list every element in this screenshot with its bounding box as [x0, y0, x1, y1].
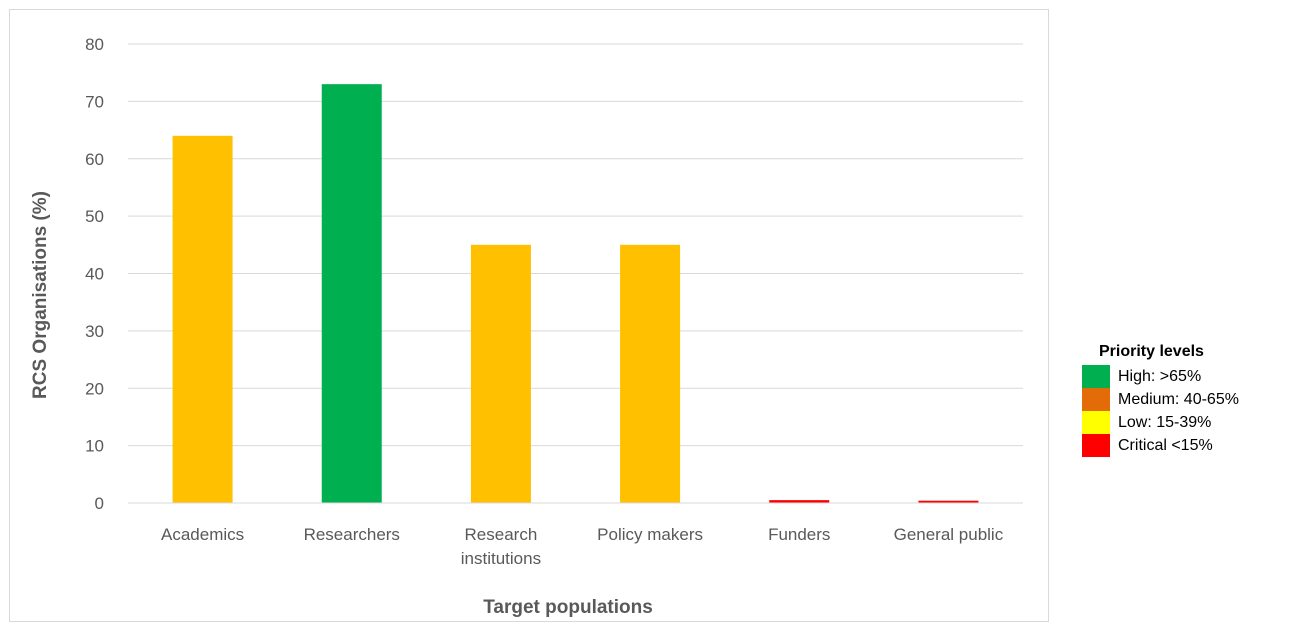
gridlines [128, 43, 1023, 504]
bar-policy-makers [620, 244, 681, 503]
bar-funders [769, 500, 830, 503]
x-tick-label: Academics [161, 525, 244, 544]
legend-label: High: >65% [1118, 367, 1202, 385]
legend-item: High: >65% [1082, 365, 1239, 388]
legend-swatch [1082, 434, 1110, 457]
x-tick-labels: Academics Researchers Research institutions… [161, 525, 1004, 568]
y-tick-label: 40 [85, 265, 104, 284]
legend-item: Medium: 40-65% [1082, 388, 1239, 411]
legend-label: Medium: 40-65% [1118, 390, 1239, 408]
y-tick-labels: 0 10 20 30 40 50 60 70 80 [85, 35, 104, 513]
legend-label: Critical <15% [1118, 436, 1213, 454]
y-tick-label: 10 [85, 437, 104, 456]
bar-academics [172, 135, 233, 504]
legend-swatch [1082, 411, 1110, 434]
x-tick-label: Policy makers [597, 525, 703, 544]
legend-title: Priority levels [1099, 343, 1204, 360]
bars [128, 84, 1023, 504]
y-tick-label: 20 [85, 379, 104, 398]
legend-swatch [1082, 365, 1110, 388]
x-tick-label: Funders [768, 525, 830, 544]
y-tick-label: 80 [85, 35, 104, 54]
legend: Priority levels High: >65% Medium: 40-65%… [1082, 343, 1239, 457]
y-tick-label: 30 [85, 322, 104, 341]
legend-swatch [1082, 388, 1110, 411]
chart-frame [9, 9, 1049, 622]
x-tick-label: General public [894, 525, 1004, 544]
legend-item: Critical <15% [1082, 434, 1239, 457]
bar-chart: 0 10 20 30 40 50 60 70 80 Academics Researchers Re… [30, 35, 1023, 618]
y-tick-label: 70 [85, 92, 104, 111]
legend-item: Low: 15-39% [1082, 411, 1239, 434]
y-tick-label: 60 [85, 150, 104, 169]
x-axis-title: Target populations [483, 597, 653, 618]
legend-items: High: >65% Medium: 40-65% Low: 15-39% Criti… [1082, 365, 1239, 457]
legend-label: Low: 15-39% [1118, 413, 1212, 431]
bar-research-institutions [470, 244, 531, 503]
y-axis-title: RCS Organisations (%) [30, 191, 51, 399]
x-tick-label: Research [465, 525, 538, 544]
bar-researchers [321, 84, 382, 503]
x-tick-label: institutions [461, 549, 541, 568]
x-tick-label: Researchers [304, 525, 400, 544]
y-tick-label: 0 [95, 494, 104, 513]
bar-general-public [918, 500, 979, 503]
y-tick-label: 50 [85, 207, 104, 226]
